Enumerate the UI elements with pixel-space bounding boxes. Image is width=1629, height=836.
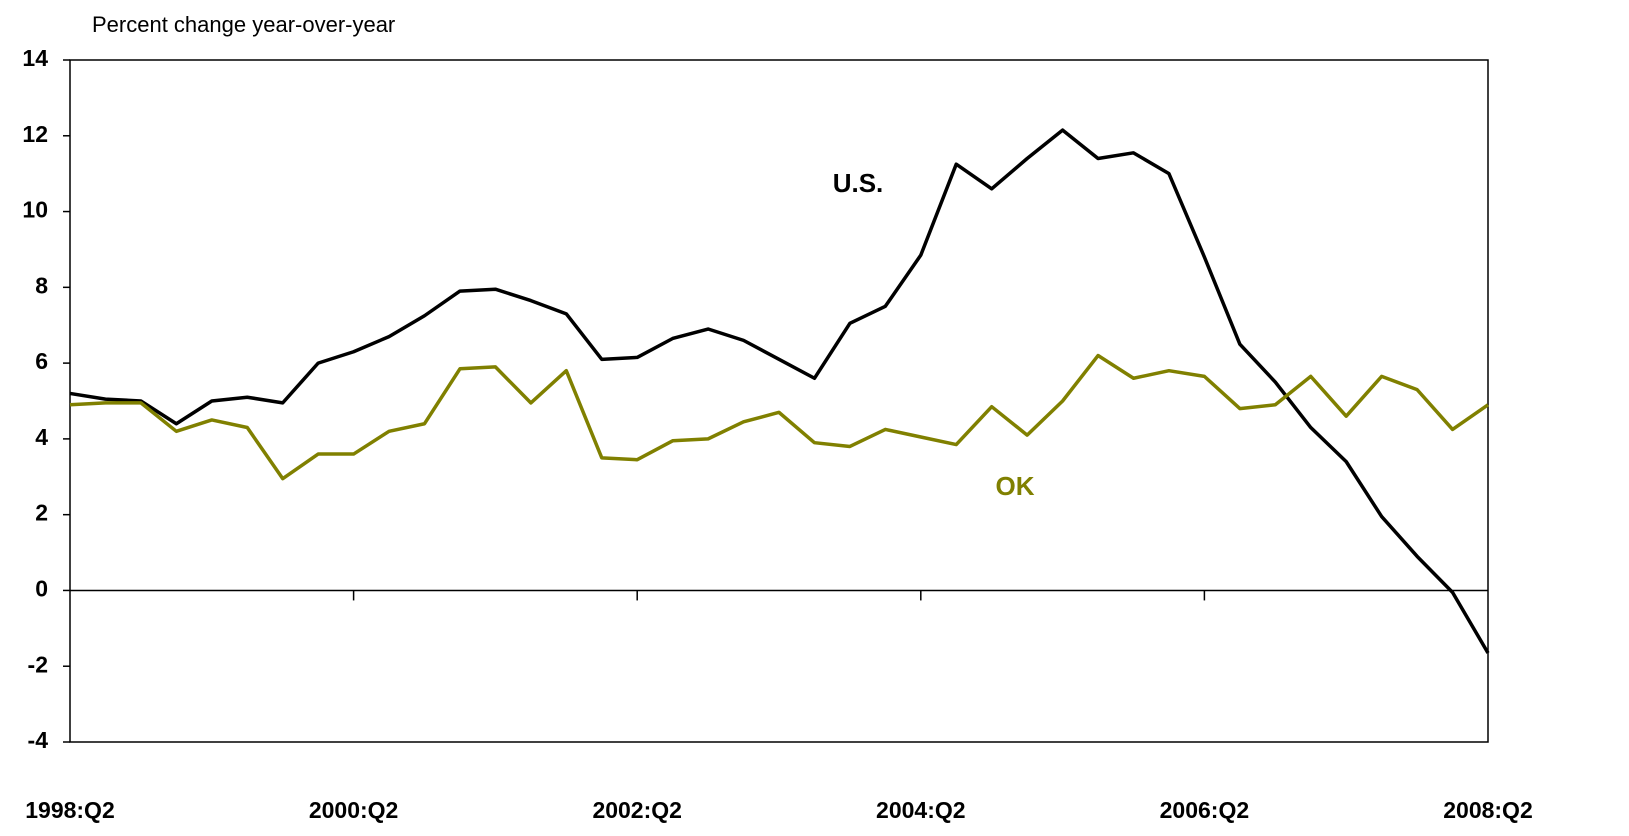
y-tick-label: 2 — [35, 500, 48, 526]
y-tick-label: -4 — [28, 727, 49, 753]
x-tick-label: 2004:Q2 — [876, 797, 966, 823]
y-tick-label: 14 — [22, 45, 48, 71]
x-tick-label: 2002:Q2 — [592, 797, 682, 823]
y-tick-label: 8 — [35, 272, 48, 298]
series-line — [69, 353, 1489, 481]
y-tick-label: 6 — [35, 348, 48, 374]
x-tick-label: 1998:Q2 — [25, 797, 115, 823]
plot-area — [69, 59, 1489, 743]
y-tick-label: 12 — [22, 121, 48, 147]
x-tick-label: 2008:Q2 — [1443, 797, 1533, 823]
series-line — [69, 128, 1490, 654]
y-tick-label: 4 — [35, 424, 48, 450]
y-tick-label: -2 — [28, 651, 48, 677]
series-label: U.S. — [833, 168, 884, 198]
y-tick-label: 10 — [22, 197, 48, 223]
x-tick-label: 2006:Q2 — [1160, 797, 1250, 823]
series-label: OK — [996, 471, 1035, 501]
x-tick-label: 2000:Q2 — [309, 797, 399, 823]
y-axis-label: Percent change year-over-year — [92, 12, 395, 37]
y-tick-label: 0 — [35, 576, 48, 602]
